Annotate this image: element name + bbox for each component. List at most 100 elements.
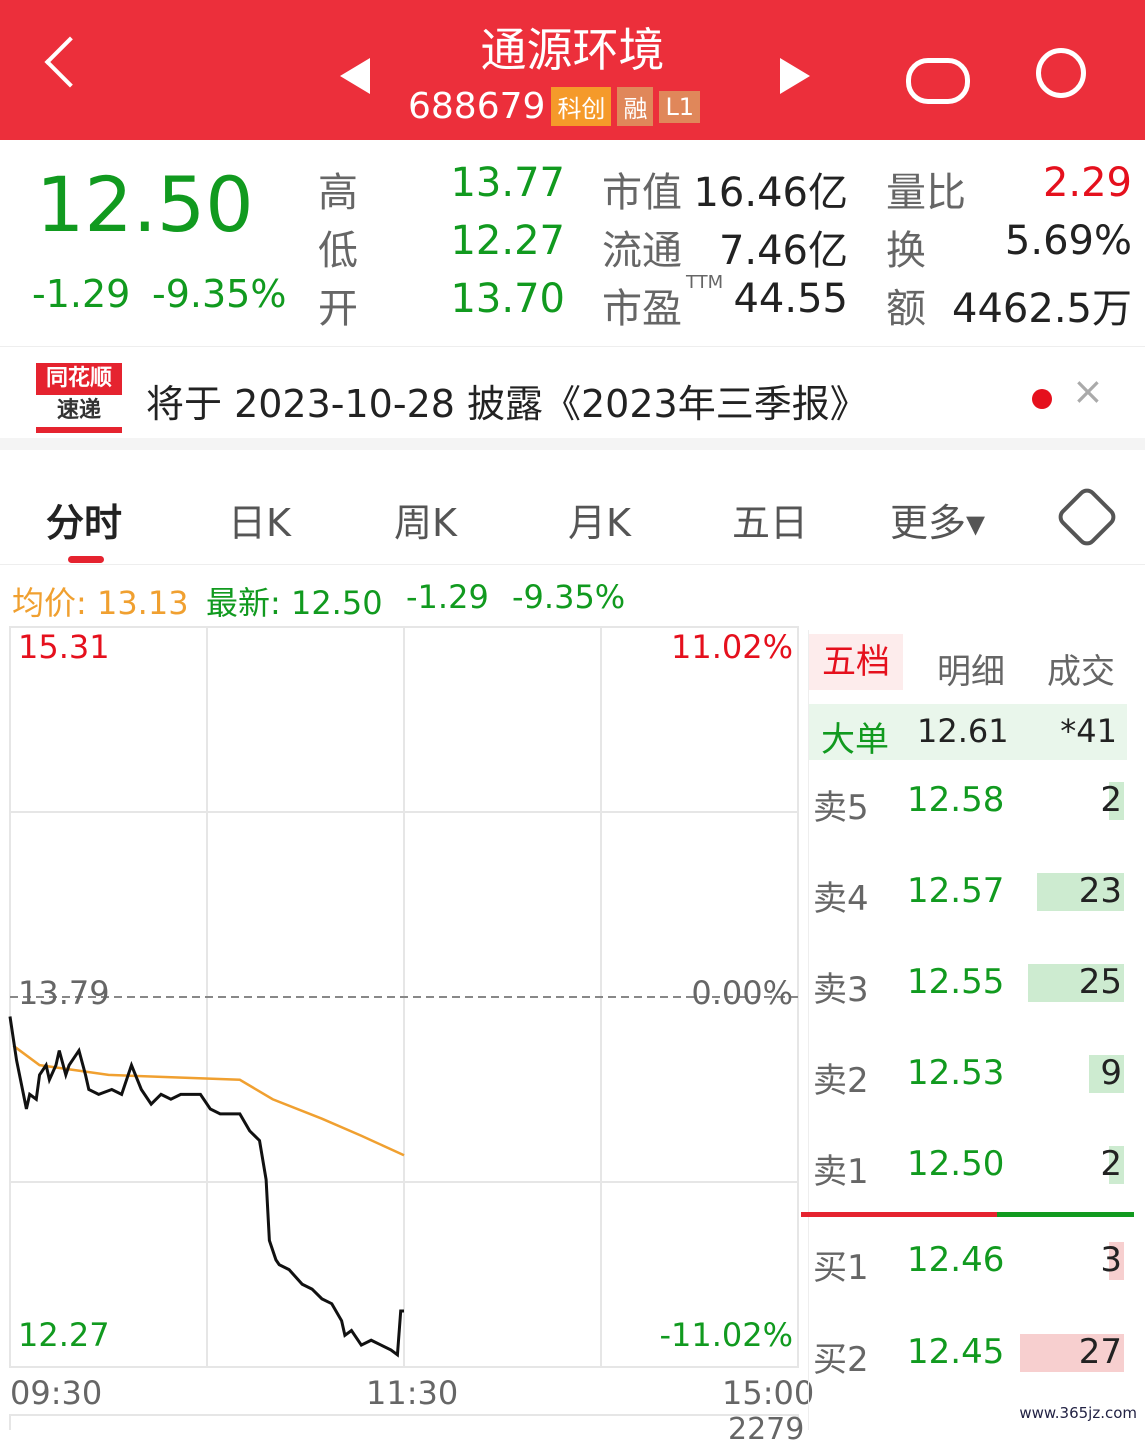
avg-price: 均价: 13.13 [12,584,189,622]
price-change-pct: -9.35% [152,272,287,316]
x-label-noon: 11:30 [366,1374,459,1412]
stock-code: 688679 [408,86,546,127]
level-label: 买1 [813,1248,869,1288]
tab-trades[interactable]: 成交 [1047,652,1115,692]
next-stock-icon[interactable] [780,58,810,94]
level-label: 卖4 [813,879,869,919]
price-change: -1.29 [32,272,131,316]
unread-dot-icon [1032,389,1052,409]
volume-frame [9,1414,799,1430]
order-book: 五档 明细 成交 大单 12.61 *41 卖5 12.58 2 卖4 12.5… [801,630,1134,1430]
level-qty: 23 [1078,871,1122,911]
notice-bar[interactable]: 同花顺 速递 将于 2023-10-28 披露《2023年三季报》 × [0,346,1145,450]
tag-level: L1 [659,90,701,123]
tag-margin: 融 [617,87,654,126]
settings-icon[interactable] [1054,484,1120,550]
ask-row[interactable]: 卖1 12.50 2 [809,1138,1134,1198]
y-label-top: 15.31 [18,628,110,666]
level-qty: 25 [1078,962,1122,1002]
stat-value: 7.46亿 [718,228,848,274]
stat-value: 4462.5万 [952,286,1132,332]
level-label: 卖5 [813,788,869,828]
prev-stock-icon[interactable] [340,58,370,94]
level-price: 12.45 [907,1332,1005,1372]
stat-value: 13.77 [450,160,565,206]
level-price: 12.55 [907,962,1005,1002]
level-qty: 9 [1100,1053,1122,1093]
qty-bar [1020,1334,1124,1372]
stat-label: 高 [318,170,358,216]
tab-intraday[interactable]: 分时 [46,501,123,545]
robot-assistant-icon[interactable] [906,58,970,104]
tab-weekly-k[interactable]: 周K [394,501,457,545]
qty-bar [1109,782,1124,820]
stat-label: 市值 [602,170,682,216]
chart-tabs: 分时 日K 周K 月K 五日 更多▾ [0,470,1145,565]
tab-five-levels[interactable]: 五档 [809,634,903,690]
latest-change-pct: -9.35% [512,578,626,616]
stat-label: 额 [886,286,926,332]
latest-price: 最新: 12.50 [206,584,383,622]
y-pct-top: 11.02% [670,628,793,666]
stock-name: 通源环境 [480,23,665,77]
qty-bar [1109,1242,1124,1280]
notice-text: 将于 2023-10-28 披露《2023年三季报》 [146,382,868,426]
stat-label: 换 [886,228,926,274]
stat-label: 开 [318,286,358,332]
close-icon[interactable]: × [1072,369,1104,413]
ttm-label: TTM [686,272,724,293]
bid-ratio-bar [997,1212,1134,1217]
intraday-chart[interactable] [0,620,800,1430]
search-icon[interactable] [1036,48,1086,98]
tab-more[interactable]: 更多▾ [890,501,986,545]
big-order-label: 大单 [821,720,889,760]
stat-value: 13.70 [450,276,565,322]
qty-bar [1089,1055,1124,1093]
big-order-qty: *41 [1060,712,1117,750]
stat-value: 5.69% [1004,218,1132,264]
header-bar: 通源环境 688679 科创 融 L1 [0,0,1145,140]
level-label: 卖2 [813,1061,869,1101]
big-order-row[interactable]: 大单 12.61 *41 [809,704,1127,760]
tab-details[interactable]: 明细 [937,652,1005,692]
qty-bar [1109,1146,1124,1184]
ask-row[interactable]: 卖2 12.53 9 [809,1047,1134,1107]
bid-row[interactable]: 买1 12.46 3 [809,1234,1134,1294]
y-label-bottom: 12.27 [18,1316,110,1354]
tab-daily-k[interactable]: 日K [228,501,291,545]
current-price: 12.50 [36,160,254,249]
y-pct-mid: 0.00% [691,974,793,1012]
stat-label: 流通 [602,228,682,274]
x-label-close: 15:00 [722,1374,815,1412]
bid-row[interactable]: 买2 12.45 27 [809,1326,1134,1386]
y-label-mid: 13.79 [18,974,110,1012]
level-label: 卖1 [813,1152,869,1192]
stat-value: 16.46亿 [693,170,848,216]
tab-monthly-k[interactable]: 月K [568,501,631,545]
level-label: 卖3 [813,970,869,1010]
stat-value: 44.55 [733,276,848,322]
level-qty: 27 [1078,1332,1122,1372]
tab-five-day[interactable]: 五日 [732,501,809,545]
y-pct-bottom: -11.02% [659,1316,793,1354]
level-price: 12.53 [907,1053,1005,1093]
level-price: 12.58 [907,780,1005,820]
level-price: 12.57 [907,871,1005,911]
watermark: www.365jz.com [1019,1404,1137,1422]
level-qty: 3 [1100,1240,1122,1280]
ask-row[interactable]: 卖4 12.57 23 [809,865,1134,925]
level-price: 12.50 [907,1144,1005,1184]
level-qty: 2 [1100,780,1122,820]
ask-ratio-bar [801,1212,997,1217]
stat-value: 2.29 [1042,160,1132,206]
stock-code-row: 688679 科创 融 L1 [408,86,701,127]
ask-row[interactable]: 卖5 12.58 2 [809,774,1134,834]
big-order-price: 12.61 [917,712,1009,750]
avg-price-line [12,1044,405,1157]
qty-bar [1028,964,1124,1002]
stat-label: 低 [318,228,358,274]
x-label-open: 09:30 [10,1374,103,1412]
ask-row[interactable]: 卖3 12.55 25 [809,956,1134,1016]
level-qty: 2 [1100,1144,1122,1184]
ths-logo: 同花顺 速递 [36,363,122,433]
